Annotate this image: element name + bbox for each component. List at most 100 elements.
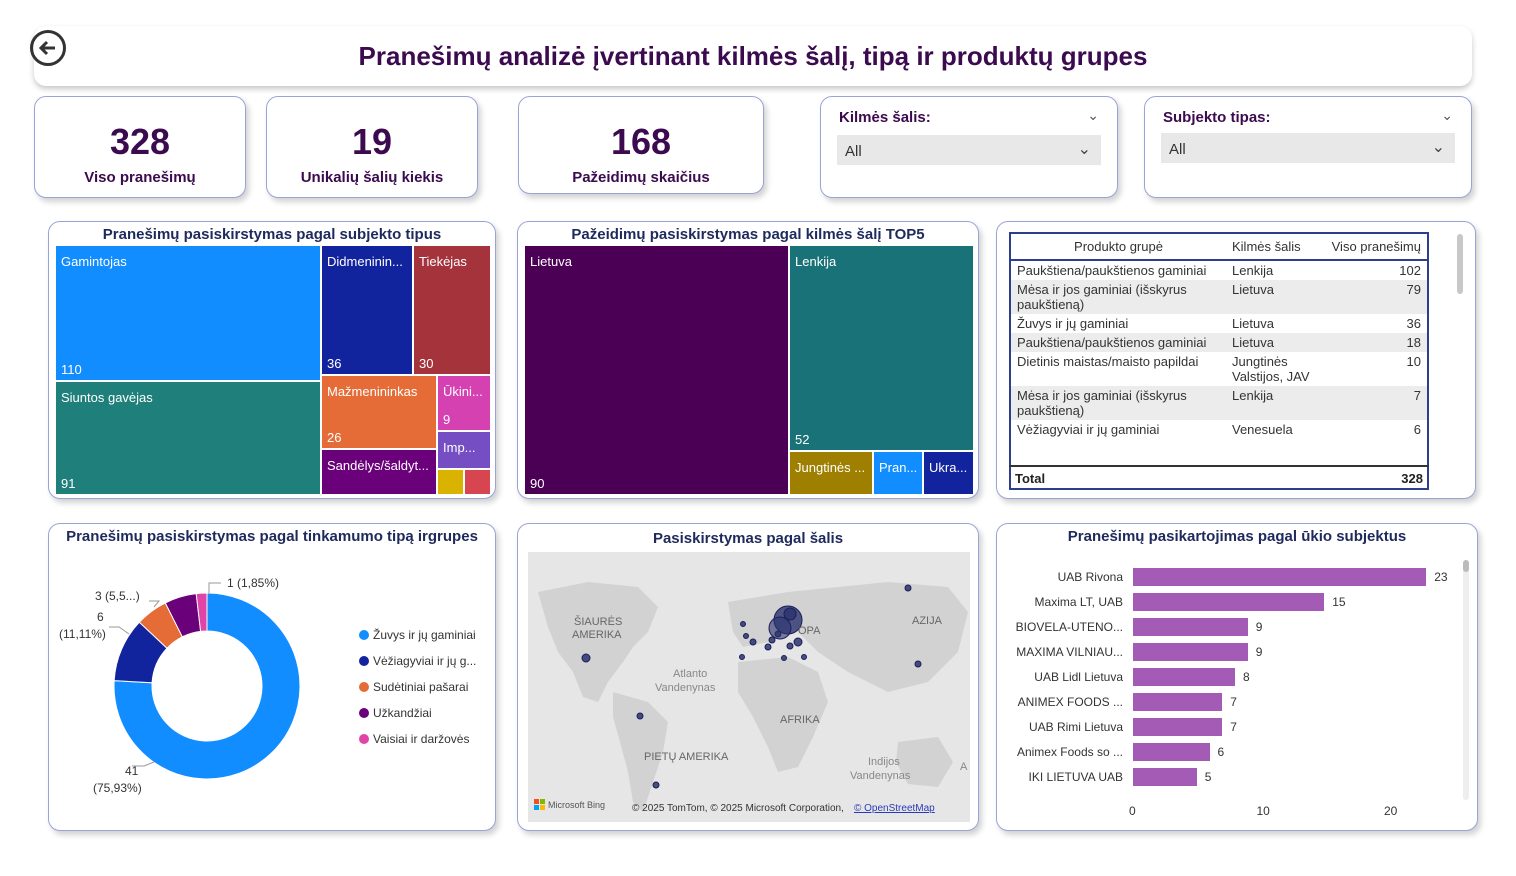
map-brand: Microsoft Bing: [548, 800, 605, 810]
tile-value: 110: [61, 362, 82, 377]
table-cell: Lenkija: [1232, 263, 1274, 278]
treemap-tile[interactable]: Ukra...: [923, 451, 974, 495]
table-row[interactable]: Mėsa ir jos gaminiai (išskyrus paukštien…: [1011, 386, 1427, 420]
chevron-down-icon[interactable]: ⌄: [1087, 107, 1099, 123]
treemap-tile[interactable]: Imp...: [437, 431, 491, 469]
slicer-dropdown[interactable]: All ⌄: [1161, 133, 1455, 163]
table-row[interactable]: Vėžiagyviai ir jų gaminiai Venesuela 6: [1011, 420, 1427, 439]
donut-label: 3 (5,5...): [95, 589, 140, 603]
treemap-tile[interactable]: Lenkija 52: [789, 245, 974, 451]
donut-slice[interactable]: [113, 592, 301, 780]
legend-item[interactable]: Žuvys ir jų gaminiai: [359, 628, 476, 642]
bar[interactable]: [1133, 668, 1235, 686]
slicer-origin-country[interactable]: Kilmės šalis: ⌄ All ⌄: [820, 96, 1118, 198]
treemap-tile[interactable]: Siuntos gavėjas 91: [55, 381, 321, 495]
chevron-down-icon[interactable]: ⌄: [1441, 107, 1453, 123]
kpi-label: Viso pranešimų: [84, 169, 196, 186]
bar[interactable]: [1133, 768, 1197, 786]
tile-value: 36: [327, 356, 342, 371]
map-label: ŠIAURĖS: [574, 615, 622, 628]
bar[interactable]: [1133, 618, 1248, 636]
scrollbar[interactable]: [1457, 234, 1463, 294]
map[interactable]: ŠIAURĖS AMERIKA OPA AZIJA Atlanto Vanden…: [528, 552, 970, 822]
table-row[interactable]: Paukštiena/paukštienos gaminiai Lietuva 18: [1011, 333, 1427, 352]
treemap-tile[interactable]: Didmeninin... 36: [321, 245, 413, 375]
bar-category-label: UAB Rimi Lietuva: [1028, 720, 1123, 734]
bar-value-label: 8: [1243, 670, 1250, 684]
table-cell: 7: [1316, 386, 1427, 420]
bar[interactable]: [1133, 568, 1427, 586]
back-button[interactable]: [30, 30, 66, 66]
tile-value: 30: [419, 356, 434, 371]
treemap-tile[interactable]: Pran...: [873, 451, 923, 495]
treemap-tile[interactable]: Mažmenininkas 26: [321, 375, 437, 449]
treemap-tile[interactable]: [464, 469, 491, 495]
table-row[interactable]: Paukštiena/paukštienos gaminiai Lenkija 10…: [1011, 260, 1427, 280]
legend-item[interactable]: Vėžiagyviai ir jų g...: [359, 654, 476, 668]
treemap-tile[interactable]: [437, 469, 464, 495]
bar-value-label: 15: [1332, 595, 1346, 609]
bar[interactable]: [1133, 693, 1223, 711]
legend-item[interactable]: Vaisiai ir daržovės: [359, 732, 469, 746]
kpi-card-violations: 168 Pažeidimų skaičius: [518, 96, 764, 194]
table-cell: 10: [1406, 354, 1421, 369]
slicer-subject-type[interactable]: Subjekto tipas: ⌄ All ⌄: [1144, 96, 1472, 198]
total-label: Total: [1015, 471, 1046, 486]
bar[interactable]: [1133, 593, 1325, 611]
tile-label: Jungtinės ...: [795, 460, 866, 475]
tile-value: 26: [327, 430, 342, 445]
kpi-label: Unikalių šalių kiekis: [300, 169, 444, 186]
donut-label: 41: [125, 764, 139, 778]
map-label: Indijos: [868, 756, 900, 768]
map-label: PIETŲ AMERIKA: [644, 751, 729, 763]
slicer-dropdown[interactable]: All ⌄: [837, 135, 1101, 165]
treemap-tile[interactable]: Sandėlys/šaldyt...: [321, 449, 437, 495]
tile-label: Imp...: [443, 440, 476, 455]
column-header-product-group[interactable]: Produkto grupė: [1011, 234, 1226, 261]
table-cell: Venesuela: [1232, 422, 1293, 437]
scrollbar[interactable]: [1463, 560, 1469, 800]
treemap-tile[interactable]: Tiekėjas 30: [413, 245, 491, 375]
table-cell: Lietuva: [1232, 316, 1274, 331]
bar-value-label: 7: [1230, 720, 1237, 734]
donut-slice[interactable]: [195, 592, 208, 632]
kpi-card-total: 328 Viso pranešimų: [34, 96, 246, 198]
table-cell: Paukštiena/paukštienos gaminiai: [1011, 333, 1226, 352]
legend-dot: [359, 656, 369, 666]
tile-label: Siuntos gavėjas: [61, 390, 153, 405]
legend-dot: [359, 708, 369, 718]
visual-title: Pasiskirstymas pagal šalis: [652, 530, 844, 547]
table-total-row: Total 328: [1009, 465, 1429, 490]
world-map: ŠIAURĖS AMERIKA OPA AZIJA Atlanto Vanden…: [528, 552, 970, 822]
scrollbar-thumb[interactable]: [1463, 560, 1469, 572]
donut-label: (75,93%): [93, 781, 142, 795]
legend-item[interactable]: Užkandžiai: [359, 706, 432, 720]
table-row[interactable]: Žuvys ir jų gaminiai Lietuva 36: [1011, 314, 1427, 333]
map-attribution: © 2025 TomTom, © 2025 Microsoft Corporat…: [632, 803, 844, 814]
table-row[interactable]: Mėsa ir jos gaminiai (išskyrus paukštien…: [1011, 280, 1427, 314]
bar-category-label: Maxima LT, UAB: [1034, 595, 1123, 609]
table-cell: 102: [1399, 263, 1421, 278]
table-row[interactable]: Dietinis maistas/maisto papildai Jungtinė…: [1011, 352, 1427, 386]
legend-label: Vėžiagyviai ir jų g...: [373, 654, 477, 668]
kpi-value: 328: [109, 121, 171, 162]
treemap-tile[interactable]: Gamintojas 110: [55, 245, 321, 381]
bar-value-label: 23: [1434, 570, 1448, 584]
treemap-tile[interactable]: Lietuva 90: [524, 245, 789, 495]
bar[interactable]: [1133, 743, 1210, 761]
bar-value-label: 9: [1255, 645, 1263, 659]
slicer-label: Kilmės šalis:: [839, 109, 931, 126]
legend-item[interactable]: Sudėtiniai pašarai: [359, 680, 468, 694]
treemap-tile[interactable]: Jungtinės ...: [789, 451, 873, 495]
treemap-tile[interactable]: Ūkini... 9: [437, 375, 491, 431]
chevron-down-icon: ⌄: [1431, 139, 1445, 156]
column-header-total[interactable]: Viso pranešimų: [1316, 234, 1427, 261]
bar-category-label: IKI LIETUVA UAB: [1028, 770, 1123, 784]
column-header-origin[interactable]: Kilmės šalis: [1226, 234, 1316, 261]
osm-link[interactable]: © OpenStreetMap: [854, 803, 935, 814]
bar[interactable]: [1133, 718, 1223, 736]
slicer-value: All: [845, 143, 862, 160]
bar[interactable]: [1133, 643, 1248, 661]
total-value: 328: [1401, 471, 1423, 486]
donut-label: 6: [97, 610, 104, 624]
